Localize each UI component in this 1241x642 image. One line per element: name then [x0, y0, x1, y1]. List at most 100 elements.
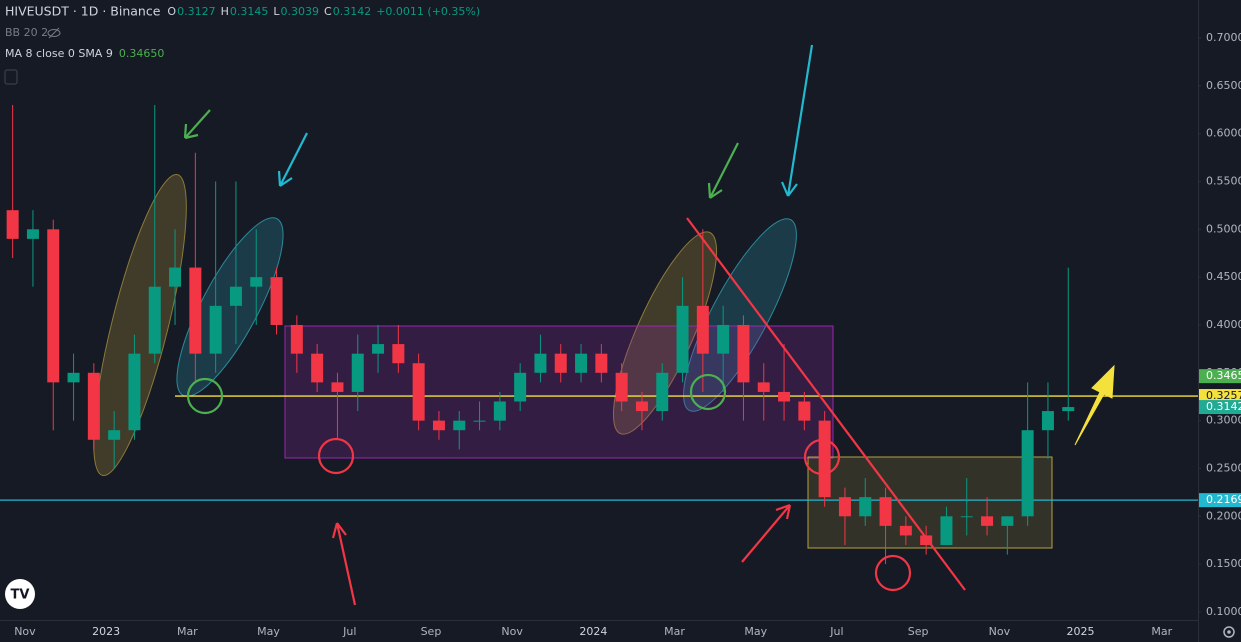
candle-body [798, 401, 811, 421]
arrow [183, 109, 211, 140]
candle-body [879, 497, 892, 526]
candle-body [737, 324, 750, 383]
ohlc-value: 0.3145 [230, 5, 269, 18]
x-tick-label: May [257, 625, 280, 638]
candle-body [392, 344, 405, 364]
collapse-button[interactable] [4, 69, 18, 85]
price-tag [1199, 369, 1241, 384]
header: HIVEUSDT · 1D · Binance BB 20 2 MA 8 clo… [4, 4, 161, 85]
candle-body [615, 372, 628, 402]
price-tag-label: 0.3142 [1206, 400, 1241, 413]
plot [0, 104, 1198, 565]
candle-body [209, 305, 222, 354]
y-tick-label: 0.2500 [1206, 461, 1241, 474]
candle-body [26, 229, 39, 239]
ellipse [683, 218, 797, 412]
candle-body [1021, 430, 1034, 517]
x-tick-label: May [744, 625, 767, 638]
indicator-label: BB 20 2 [5, 26, 48, 39]
candle-body [351, 353, 364, 392]
price-tag [1199, 493, 1241, 508]
price-tag-label: 0.3257 [1206, 389, 1241, 402]
ohlc-value: 0.3039 [281, 5, 320, 18]
hide-icon[interactable] [47, 27, 61, 39]
candle-body [412, 363, 425, 421]
y-tick-label: 0.7000 [1206, 31, 1241, 44]
circle [689, 373, 727, 411]
y-tick-label: 0.6500 [1206, 79, 1241, 92]
ohlc-label: O [167, 5, 176, 18]
ohlc-value: 0.3142 [333, 5, 372, 18]
ellipse [612, 231, 718, 435]
candle-body [899, 525, 912, 536]
x-tick-label: 2023 [92, 625, 120, 638]
arrow [1074, 364, 1115, 446]
candle-body [757, 382, 770, 392]
ellipse [93, 173, 187, 477]
candle-body [575, 353, 588, 373]
candle-body [981, 516, 994, 526]
settings-icon[interactable] [1223, 626, 1235, 638]
annotations [183, 44, 1115, 606]
price-tag-label: 0.2169 [1206, 493, 1241, 506]
ohlc-label: L [273, 5, 280, 18]
candle-body [6, 210, 19, 239]
y-tick-label: 0.3000 [1206, 414, 1241, 427]
candle-body [493, 401, 506, 421]
y-tick-label: 0.5500 [1206, 174, 1241, 187]
x-tick-label: Jul [342, 625, 356, 638]
candle-body [372, 344, 385, 354]
candle-body [1001, 516, 1014, 526]
arrow [780, 44, 814, 197]
candle-body [87, 372, 100, 440]
y-tick-label: 0.6000 [1206, 127, 1241, 140]
x-tick-label: Mar [664, 625, 685, 638]
candle-body [67, 372, 80, 383]
candle-body [595, 353, 608, 373]
candle-body [473, 420, 486, 422]
candle-body [270, 277, 283, 325]
candle-body [1062, 407, 1075, 412]
indicator-label: MA 8 close 0 SMA 9 [5, 47, 113, 60]
candle-body [229, 286, 242, 306]
circle [803, 438, 841, 476]
change: +0.0011 (+0.35%) [376, 5, 480, 18]
x-tick-label: Sep [908, 625, 929, 638]
candle-body [290, 324, 303, 354]
candle-body [696, 305, 709, 354]
arrow [331, 522, 357, 606]
x-tick-label: Nov [14, 625, 36, 638]
arrow [741, 503, 792, 563]
ohlc-label: C [324, 5, 332, 18]
candle-body [169, 267, 182, 287]
price-tag [1199, 400, 1241, 415]
candle-body [838, 497, 851, 517]
candle-body [859, 497, 872, 517]
candle-body [818, 420, 831, 498]
svg-text:TV: TV [11, 588, 30, 603]
candle-body [250, 277, 263, 287]
tv-logo: TV [5, 579, 35, 609]
arrow [707, 142, 739, 199]
candle-body [432, 420, 445, 431]
candle-body [960, 516, 973, 518]
candle-body [635, 401, 648, 412]
candle-body [148, 286, 161, 354]
y-tick-label: 0.1000 [1206, 605, 1241, 618]
trend-line [686, 217, 966, 591]
candle-body [920, 535, 933, 545]
indicator-value: 0.34650 [119, 47, 165, 60]
y-tick-label: 0.4000 [1206, 318, 1241, 331]
x-tick-label: Jul [829, 625, 843, 638]
x-tick-label: Mar [177, 625, 198, 638]
price-tag-label: 0.3465 [1206, 369, 1241, 382]
symbol: HIVEUSDT · 1D · Binance [5, 4, 161, 19]
candle-body [656, 372, 669, 412]
candle-body [514, 372, 527, 402]
candle-body [453, 420, 466, 431]
candle-body [47, 229, 60, 383]
x-tick-label: Sep [421, 625, 442, 638]
y-tick-label: 0.1500 [1206, 557, 1241, 570]
